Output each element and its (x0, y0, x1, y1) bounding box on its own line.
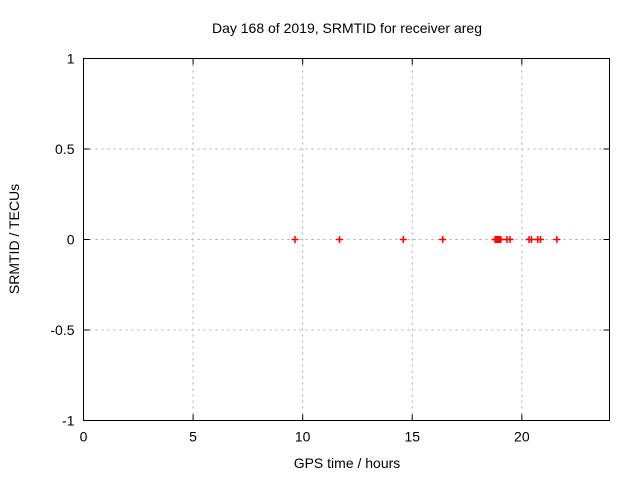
y-tick-label: -1 (62, 413, 75, 429)
x-axis-label: GPS time / hours (293, 455, 401, 471)
x-tick-label: 5 (189, 429, 197, 445)
y-tick-label: 1 (67, 51, 75, 67)
y-tick-label: 0.5 (55, 141, 75, 157)
data-point-marker (497, 236, 505, 243)
x-tick-label: 10 (295, 429, 311, 445)
data-point-marker (536, 236, 544, 243)
data-point-marker (399, 236, 407, 243)
data-point-marker (506, 236, 514, 243)
y-tick-label: -0.5 (50, 322, 74, 338)
chart-title: Day 168 of 2019, SRMTID for receiver are… (211, 20, 482, 36)
y-axis-label: SRMTID / TECUs (6, 183, 22, 295)
data-point-marker (527, 236, 535, 243)
x-tick-label: 0 (80, 429, 88, 445)
data-point-marker (553, 236, 561, 243)
data-point-marker (291, 236, 299, 243)
y-tick-label: 0 (67, 232, 75, 248)
x-tick-label: 20 (514, 429, 530, 445)
data-point-marker (439, 236, 447, 243)
x-tick-label: 15 (404, 429, 420, 445)
data-point-marker (335, 236, 343, 243)
